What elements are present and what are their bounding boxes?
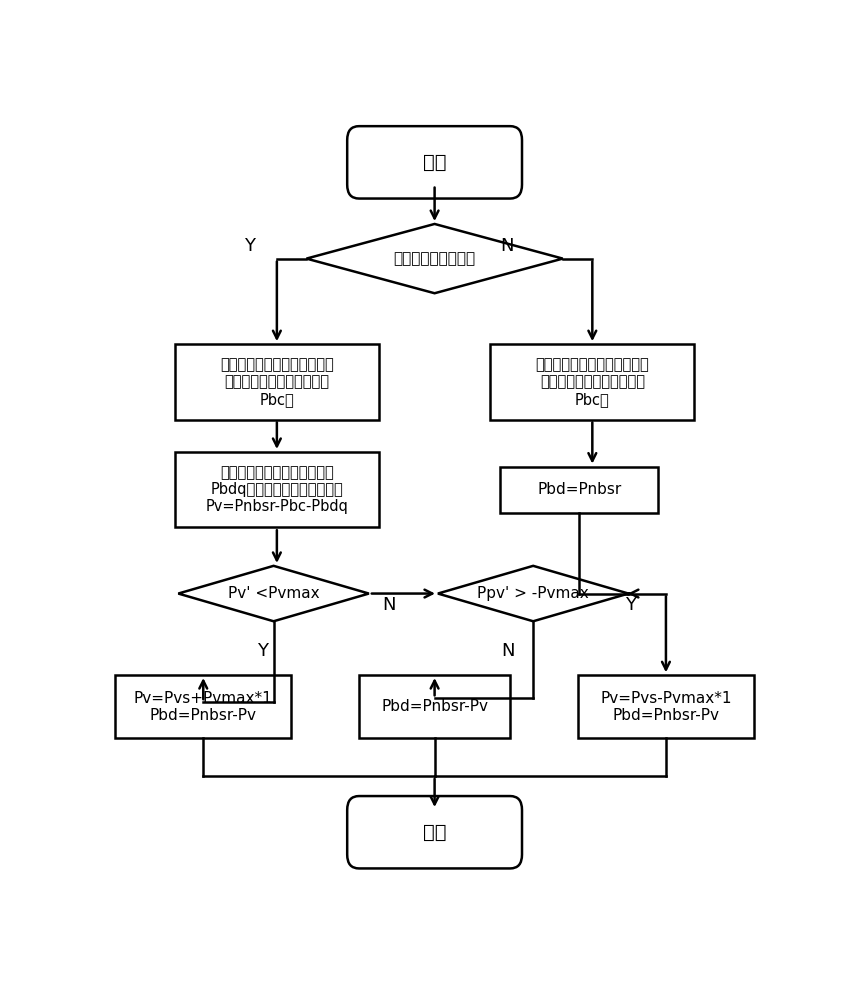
Text: Pv' <Pvmax: Pv' <Pvmax xyxy=(228,586,320,601)
FancyBboxPatch shape xyxy=(347,796,522,868)
Text: 结束: 结束 xyxy=(423,823,446,842)
Text: 统计当前接入牵引网的车载储
能系统模块以及其功率输出
Pbc，: 统计当前接入牵引网的车载储 能系统模块以及其功率输出 Pbc， xyxy=(535,357,650,407)
Text: 统计当前接入牵引网的车载储
能系统模块以及其功率输出
Pbc，: 统计当前接入牵引网的车载储 能系统模块以及其功率输出 Pbc， xyxy=(220,357,334,407)
FancyBboxPatch shape xyxy=(347,126,522,199)
Bar xyxy=(175,452,379,527)
Text: Pv=Pvs-Pvmax*1
Pbd=Pnbsr-Pv: Pv=Pvs-Pvmax*1 Pbd=Pnbsr-Pv xyxy=(600,691,732,723)
Text: Pv=Pvs+Pvmax*1
Pbd=Pnbsr-Pv: Pv=Pvs+Pvmax*1 Pbd=Pnbsr-Pv xyxy=(134,691,273,723)
Text: N: N xyxy=(501,642,515,660)
Text: Pbd=Pnbsr: Pbd=Pnbsr xyxy=(537,482,622,497)
Bar xyxy=(359,675,510,738)
Bar xyxy=(490,344,695,420)
Bar xyxy=(577,675,754,738)
Polygon shape xyxy=(438,566,628,621)
Bar xyxy=(500,466,658,513)
Text: Y: Y xyxy=(257,642,268,660)
Text: N: N xyxy=(382,596,395,614)
Bar xyxy=(115,675,292,738)
Text: N: N xyxy=(500,237,514,255)
Polygon shape xyxy=(306,224,563,293)
Text: Pbd=Pnbsr-Pv: Pbd=Pnbsr-Pv xyxy=(381,699,488,714)
Text: Ppv' > -Pvmax: Ppv' > -Pvmax xyxy=(477,586,589,601)
Polygon shape xyxy=(178,566,369,621)
Text: 牵引网处于正常状态: 牵引网处于正常状态 xyxy=(393,251,476,266)
Text: 设定地面储能系统输出功率为
Pbdq，牵引变电所输出功率为
Pv=Pnbsr-Pbc-Pbdq: 设定地面储能系统输出功率为 Pbdq，牵引变电所输出功率为 Pv=Pnbsr-P… xyxy=(205,465,349,514)
Bar xyxy=(175,344,379,420)
Text: Y: Y xyxy=(243,237,254,255)
Text: Y: Y xyxy=(625,596,636,614)
Text: 开始: 开始 xyxy=(423,153,446,172)
